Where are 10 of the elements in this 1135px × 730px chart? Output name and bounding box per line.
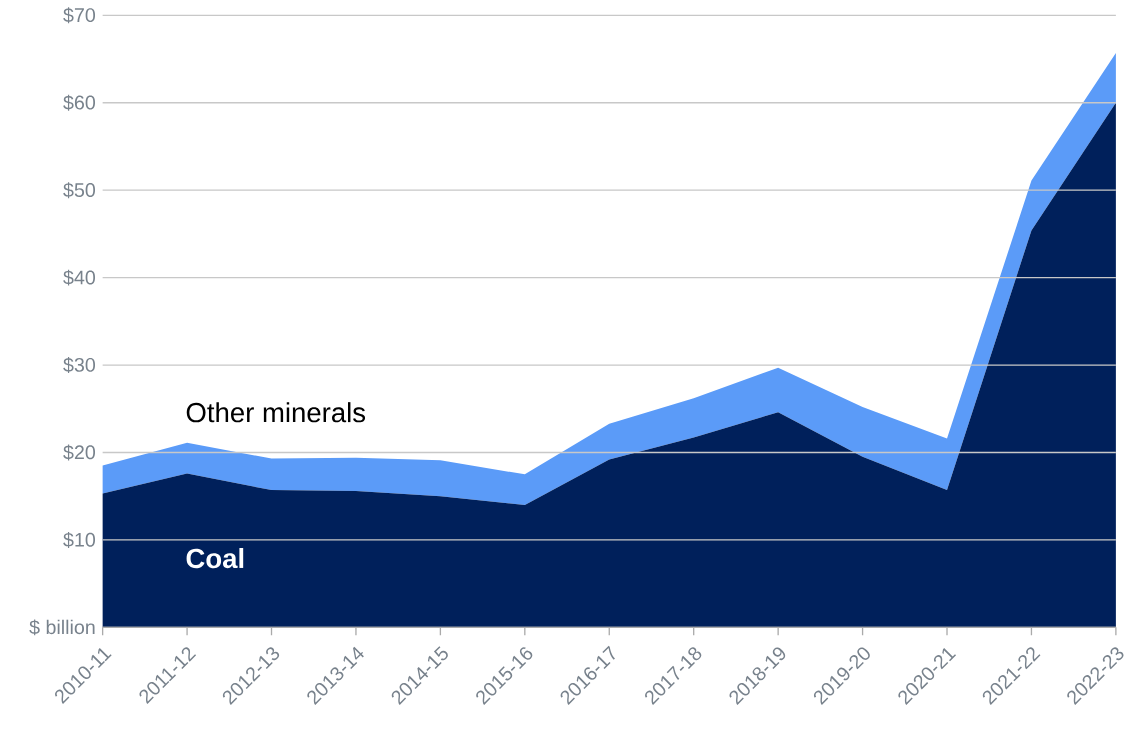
series-label: Other minerals — [186, 402, 366, 423]
y-tick-label: $ billion — [29, 619, 95, 636]
y-tick-label: $10 — [63, 531, 96, 548]
y-tick-label: $20 — [63, 444, 96, 461]
y-tick-label: $30 — [63, 357, 96, 374]
y-tick-label: $70 — [63, 7, 96, 24]
series-label: Coal — [186, 547, 244, 569]
y-tick-label: $60 — [63, 94, 96, 111]
y-tick-label: $40 — [63, 269, 96, 286]
y-tick-label: $50 — [63, 182, 96, 199]
